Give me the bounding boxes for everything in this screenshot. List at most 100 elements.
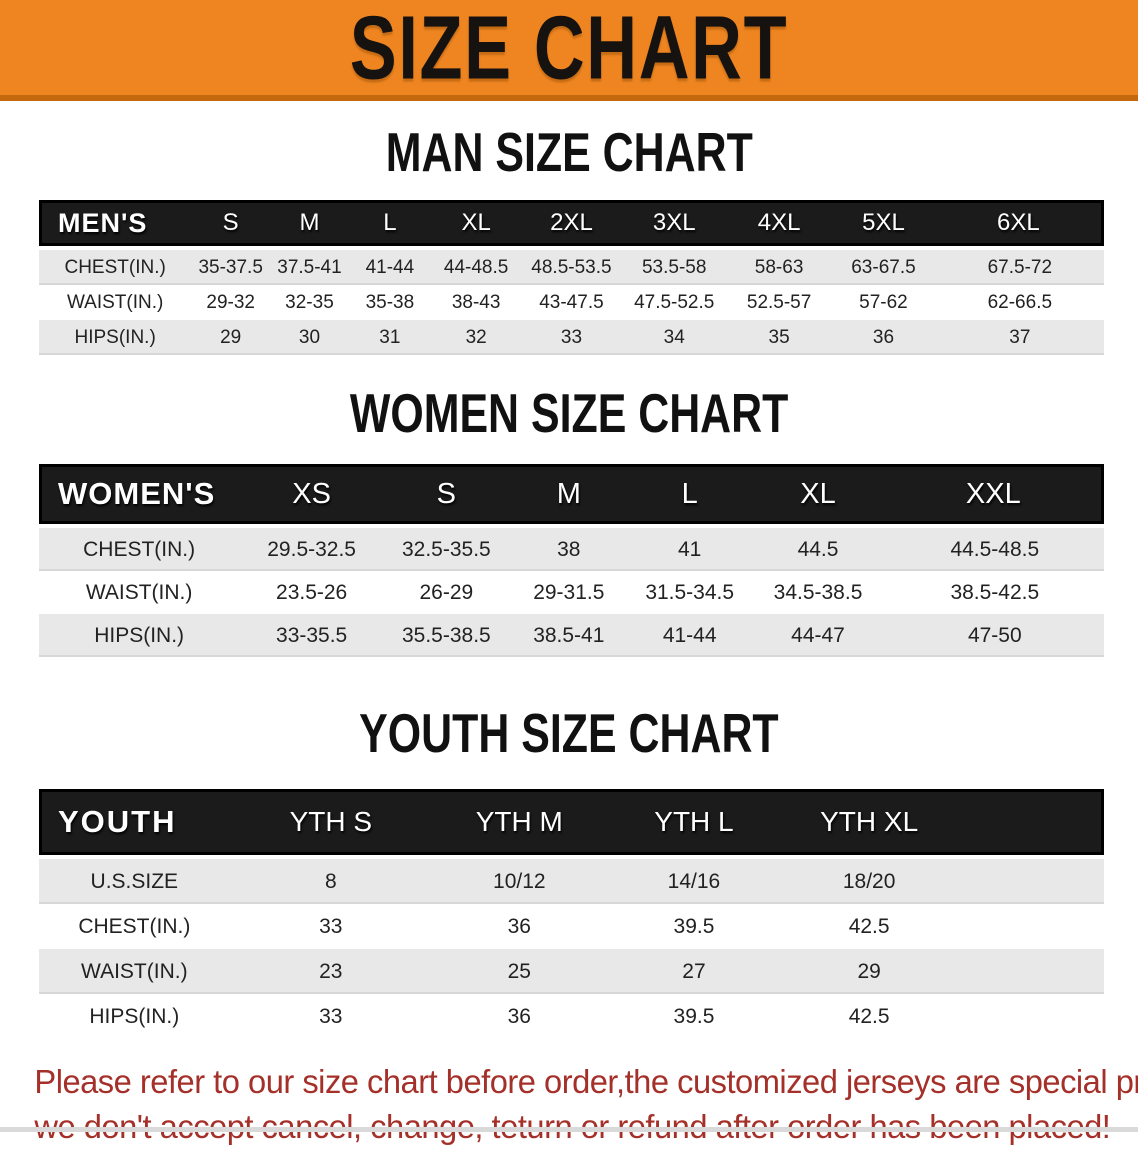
value-cell: 37.5-41: [270, 246, 349, 285]
size-column-header: S: [191, 200, 271, 246]
value-cell: 29.5-32.5: [239, 524, 385, 571]
value-cell: 27: [606, 949, 782, 994]
size-column-header: XXL: [885, 464, 1104, 524]
value-cell: [957, 994, 1104, 1039]
value-cell: 14/16: [606, 855, 782, 904]
size-column-header: YTH S: [229, 789, 432, 855]
header-row: YOUTH YTH S YTH M YTH L YTH XL: [39, 789, 1104, 855]
value-cell: 41-44: [628, 614, 751, 657]
value-cell: 47-50: [885, 614, 1104, 657]
women-section-title: WOMEN SIZE CHART: [0, 382, 1138, 444]
size-column-header: YTH XL: [781, 789, 957, 855]
value-cell: 36: [831, 320, 936, 355]
header-row: WOMEN'S XS S M L XL XXL: [39, 464, 1104, 524]
value-cell: 18/20: [781, 855, 957, 904]
table-row: WAIST(IN.) 23 25 27 29: [39, 949, 1104, 994]
value-cell: 44-47: [750, 614, 886, 657]
table-row: HIPS(IN.) 29 30 31 32 33 34 35 36 37: [39, 320, 1104, 355]
value-cell: 33-35.5: [239, 614, 385, 657]
value-cell: 41: [628, 524, 751, 571]
value-cell: 33: [229, 994, 432, 1039]
size-column-header: M: [508, 464, 629, 524]
row-label-cell: HIPS(IN.): [39, 994, 230, 1039]
row-label-header: MEN'S: [39, 200, 192, 246]
size-column-header: XL: [430, 200, 522, 246]
size-column-header: S: [384, 464, 509, 524]
size-column-header: M: [270, 200, 349, 246]
size-column-header: L: [628, 464, 751, 524]
value-cell: 31.5-34.5: [628, 571, 751, 614]
size-column-header: YTH M: [431, 789, 607, 855]
value-cell: 44-48.5: [430, 246, 522, 285]
size-column-header: 4XL: [726, 200, 832, 246]
value-cell: 42.5: [781, 994, 957, 1039]
women-section-title-text: WOMEN SIZE CHART: [349, 382, 789, 444]
value-cell: 48.5-53.5: [521, 246, 622, 285]
size-column-header: XS: [239, 464, 385, 524]
value-cell: 57-62: [831, 285, 936, 320]
value-cell: 36: [431, 994, 607, 1039]
value-cell: 42.5: [781, 904, 957, 949]
value-cell: 35-38: [348, 285, 431, 320]
value-cell: 31: [348, 320, 431, 355]
size-column-header: [957, 789, 1104, 855]
men-section-title: MAN SIZE CHART: [0, 121, 1138, 183]
value-cell: 23: [229, 949, 432, 994]
table-row: WAIST(IN.) 23.5-26 26-29 29-31.5 31.5-34.5 34…: [39, 571, 1104, 614]
size-column-header: 2XL: [521, 200, 622, 246]
value-cell: 44.5-48.5: [885, 524, 1104, 571]
value-cell: 35: [726, 320, 832, 355]
youth-section-title-text: YOUTH SIZE CHART: [359, 702, 779, 764]
size-column-header: YTH L: [606, 789, 782, 855]
disclaimer-line-1: Please refer to our size chart before or…: [34, 1063, 1138, 1100]
value-cell: 39.5: [606, 904, 782, 949]
table-row: CHEST(IN.) 29.5-32.5 32.5-35.5 38 41 44.5 44.5…: [39, 524, 1104, 571]
value-cell: 35-37.5: [191, 246, 271, 285]
value-cell: 41-44: [348, 246, 431, 285]
youth-size-section: YOUTH SIZE CHART YOUTH YTH S YTH M YTH L YTH…: [0, 702, 1138, 1039]
value-cell: 38: [508, 524, 629, 571]
value-cell: 10/12: [431, 855, 607, 904]
table-row: HIPS(IN.) 33 36 39.5 42.5: [39, 994, 1104, 1039]
value-cell: 52.5-57: [726, 285, 832, 320]
men-section-title-text: MAN SIZE CHART: [385, 121, 753, 183]
row-label-cell: CHEST(IN.): [39, 904, 230, 949]
value-cell: [957, 904, 1104, 949]
row-label-cell: U.S.SIZE: [39, 855, 230, 904]
banner-title: SIZE CHART: [349, 0, 789, 98]
value-cell: 32: [430, 320, 522, 355]
value-cell: [957, 855, 1104, 904]
value-cell: 67.5-72: [935, 246, 1104, 285]
row-label-cell: CHEST(IN.): [39, 524, 240, 571]
value-cell: 25: [431, 949, 607, 994]
value-cell: 32.5-35.5: [384, 524, 509, 571]
value-cell: 38-43: [430, 285, 522, 320]
men-size-section: MAN SIZE CHART MEN'S S M L XL 2XL 3XL 4XL 5XL 6XL…: [0, 121, 1138, 355]
table-row: U.S.SIZE 8 10/12 14/16 18/20: [39, 855, 1104, 904]
value-cell: 29-31.5: [508, 571, 629, 614]
row-label-cell: HIPS(IN.): [39, 614, 240, 657]
value-cell: 39.5: [606, 994, 782, 1039]
value-cell: 34: [621, 320, 727, 355]
size-column-header: 5XL: [831, 200, 936, 246]
disclaimer: Please refer to our size chart before or…: [29, 1059, 1138, 1149]
value-cell: 53.5-58: [621, 246, 727, 285]
value-cell: 43-47.5: [521, 285, 622, 320]
size-chart-banner: SIZE CHART: [0, 0, 1138, 101]
value-cell: 62-66.5: [935, 285, 1104, 320]
value-cell: 35.5-38.5: [384, 614, 509, 657]
value-cell: 36: [431, 904, 607, 949]
youth-section-title: YOUTH SIZE CHART: [0, 702, 1138, 764]
row-label-cell: WAIST(IN.): [39, 285, 192, 320]
value-cell: 34.5-38.5: [750, 571, 886, 614]
size-column-header: 3XL: [621, 200, 727, 246]
row-label-header: YOUTH: [39, 789, 230, 855]
value-cell: 29: [191, 320, 271, 355]
women-size-table: WOMEN'S XS S M L XL XXL CHEST(IN.) 29.5-32.5 32.5…: [39, 464, 1104, 657]
size-column-header: L: [348, 200, 431, 246]
row-label-header: WOMEN'S: [39, 464, 240, 524]
value-cell: 44.5: [750, 524, 886, 571]
men-size-table: MEN'S S M L XL 2XL 3XL 4XL 5XL 6XL CHEST(IN.) 35-37…: [39, 200, 1104, 355]
row-label-cell: HIPS(IN.): [39, 320, 192, 355]
women-size-section: WOMEN SIZE CHART WOMEN'S XS S M L XL XXL CHEST(…: [0, 382, 1138, 657]
